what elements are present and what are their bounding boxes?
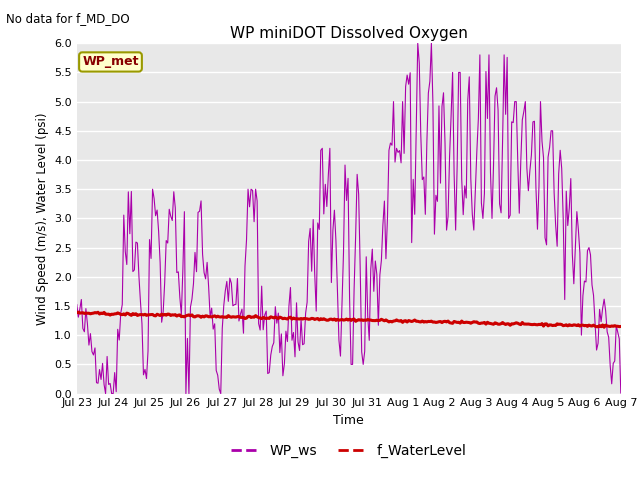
f_WaterLevel [617,324,625,329]
WP_ws [589,292,597,298]
f_WaterLevel [600,324,608,330]
WP_ws [141,367,149,372]
f_WaterLevel [141,312,149,317]
X-axis label: Time: Time [333,414,364,427]
f_WaterLevel [588,323,596,329]
WP_ws [264,371,271,376]
WP_ws [617,390,625,396]
f_WaterLevel [73,310,81,315]
WP_ws [73,302,81,308]
Line: WP_ws: WP_ws [77,43,621,394]
Line: f_WaterLevel: f_WaterLevel [77,312,621,327]
f_WaterLevel [264,315,271,321]
Legend: WP_ws, f_WaterLevel: WP_ws, f_WaterLevel [225,439,472,464]
WP_ws [255,321,262,326]
Text: No data for f_MD_DO: No data for f_MD_DO [6,12,130,25]
f_WaterLevel [74,309,82,315]
Title: WP miniDOT Dissolved Oxygen: WP miniDOT Dissolved Oxygen [230,25,468,41]
WP_ws [414,40,422,46]
Text: WP_met: WP_met [82,56,139,69]
Y-axis label: Wind Speed (m/s), Water Level (psi): Wind Speed (m/s), Water Level (psi) [36,112,49,324]
f_WaterLevel [237,314,244,320]
f_WaterLevel [312,316,320,322]
WP_ws [237,311,244,317]
f_WaterLevel [255,315,262,321]
WP_ws [102,391,109,396]
WP_ws [312,308,320,314]
